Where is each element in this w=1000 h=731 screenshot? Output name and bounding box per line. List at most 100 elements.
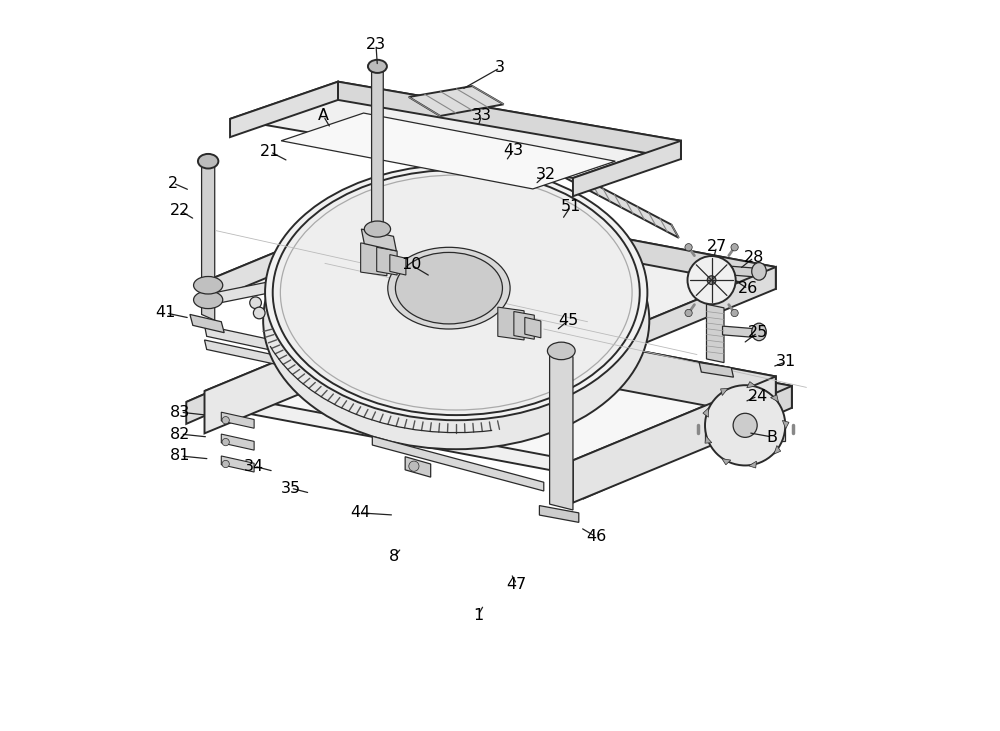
- Text: 45: 45: [558, 313, 579, 327]
- Text: 28: 28: [744, 250, 764, 265]
- Polygon shape: [202, 162, 215, 320]
- Polygon shape: [405, 457, 431, 477]
- Polygon shape: [205, 340, 502, 413]
- Ellipse shape: [194, 276, 223, 294]
- Text: 33: 33: [472, 107, 492, 123]
- Text: 21: 21: [260, 144, 280, 159]
- Polygon shape: [550, 351, 573, 510]
- Polygon shape: [749, 461, 756, 468]
- Ellipse shape: [364, 221, 391, 237]
- Polygon shape: [699, 363, 733, 377]
- Polygon shape: [573, 376, 776, 503]
- Polygon shape: [205, 243, 464, 306]
- Circle shape: [222, 417, 229, 424]
- Polygon shape: [721, 388, 728, 395]
- Text: 81: 81: [170, 449, 191, 463]
- Text: 27: 27: [707, 239, 727, 254]
- Polygon shape: [377, 247, 397, 275]
- Circle shape: [250, 297, 261, 308]
- Circle shape: [685, 243, 692, 251]
- Polygon shape: [723, 326, 759, 338]
- Text: 25: 25: [747, 325, 768, 340]
- Polygon shape: [703, 408, 708, 417]
- Polygon shape: [281, 113, 615, 189]
- Ellipse shape: [194, 291, 223, 308]
- Polygon shape: [407, 307, 776, 419]
- Ellipse shape: [752, 323, 766, 341]
- Polygon shape: [551, 234, 647, 295]
- Circle shape: [685, 309, 692, 317]
- Text: 24: 24: [747, 389, 768, 404]
- Circle shape: [222, 439, 229, 446]
- Ellipse shape: [198, 154, 218, 169]
- Ellipse shape: [752, 262, 766, 280]
- Polygon shape: [774, 445, 781, 454]
- Text: 41: 41: [156, 306, 176, 320]
- Circle shape: [688, 256, 736, 304]
- Polygon shape: [221, 434, 254, 450]
- Polygon shape: [221, 412, 254, 428]
- Polygon shape: [205, 307, 776, 461]
- Polygon shape: [706, 304, 724, 363]
- Text: 46: 46: [586, 529, 606, 545]
- Ellipse shape: [388, 247, 510, 329]
- Circle shape: [447, 338, 458, 349]
- Circle shape: [222, 461, 229, 468]
- Polygon shape: [372, 67, 383, 235]
- Polygon shape: [723, 265, 759, 277]
- Text: 1: 1: [473, 607, 483, 623]
- Text: 10: 10: [401, 257, 421, 273]
- Polygon shape: [390, 254, 406, 275]
- Polygon shape: [186, 311, 792, 477]
- Text: B: B: [767, 430, 778, 444]
- Polygon shape: [205, 197, 776, 351]
- Ellipse shape: [368, 60, 387, 73]
- Polygon shape: [361, 229, 396, 251]
- Text: 32: 32: [536, 167, 556, 182]
- Polygon shape: [221, 456, 254, 472]
- Text: 22: 22: [170, 203, 191, 219]
- Polygon shape: [372, 436, 544, 491]
- Text: 31: 31: [776, 355, 796, 369]
- Text: 35: 35: [281, 480, 301, 496]
- Circle shape: [409, 461, 419, 471]
- Polygon shape: [338, 82, 681, 159]
- Polygon shape: [782, 420, 789, 429]
- Polygon shape: [186, 311, 394, 424]
- Polygon shape: [771, 395, 778, 402]
- Polygon shape: [190, 314, 224, 333]
- Polygon shape: [407, 197, 776, 289]
- Text: 2: 2: [168, 175, 178, 191]
- Polygon shape: [747, 382, 756, 387]
- Polygon shape: [466, 116, 679, 238]
- Text: 26: 26: [738, 281, 758, 296]
- Ellipse shape: [273, 170, 640, 415]
- Polygon shape: [705, 436, 712, 443]
- Polygon shape: [498, 307, 524, 340]
- Text: 51: 51: [561, 199, 581, 214]
- Polygon shape: [705, 425, 785, 442]
- Text: 47: 47: [507, 577, 527, 592]
- Ellipse shape: [280, 175, 632, 410]
- Text: 43: 43: [503, 143, 523, 158]
- Circle shape: [253, 307, 265, 319]
- Circle shape: [731, 309, 738, 317]
- Polygon shape: [205, 197, 407, 303]
- Text: A: A: [318, 108, 329, 124]
- Polygon shape: [514, 311, 534, 339]
- Polygon shape: [361, 243, 387, 276]
- Polygon shape: [573, 141, 681, 196]
- Circle shape: [705, 385, 785, 466]
- Text: 83: 83: [170, 405, 191, 420]
- Text: 8: 8: [389, 549, 399, 564]
- Polygon shape: [205, 307, 407, 433]
- Ellipse shape: [395, 252, 502, 324]
- Polygon shape: [525, 317, 541, 338]
- Polygon shape: [539, 506, 579, 523]
- Text: 3: 3: [495, 61, 505, 75]
- Polygon shape: [584, 386, 792, 499]
- Ellipse shape: [265, 165, 647, 420]
- Polygon shape: [722, 458, 731, 465]
- Text: 34: 34: [244, 458, 264, 474]
- Ellipse shape: [547, 342, 575, 360]
